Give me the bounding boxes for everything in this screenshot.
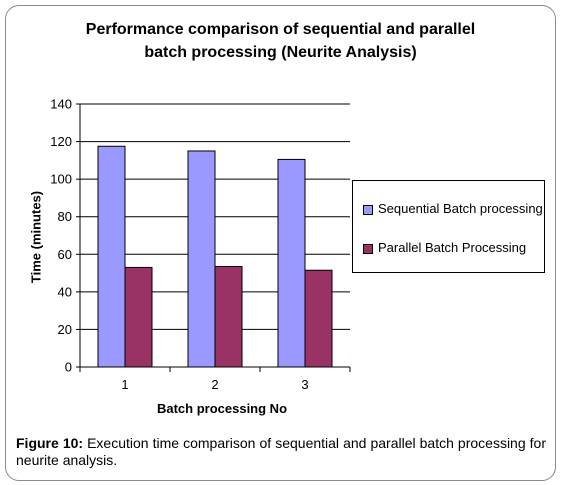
x-axis-label-text: Batch processing No: [156, 401, 288, 416]
caption-label: Figure 10:: [16, 435, 84, 451]
y-tick-label-80: 80: [58, 209, 72, 224]
x-tick-label-1: 1: [121, 377, 128, 392]
legend-swatch-sequential: [363, 205, 373, 215]
y-tick-label-140: 140: [50, 97, 72, 112]
caption-text: Execution time comparison of sequential …: [16, 435, 547, 468]
y-tick-label-0: 0: [65, 360, 72, 375]
chart-title-line-1: Performance comparison of sequential and…: [85, 21, 476, 38]
y-tick-label-120: 120: [50, 134, 72, 149]
y-tick-label-100: 100: [50, 172, 72, 187]
legend-swatch-parallel: [363, 244, 373, 254]
bar-sequential-1: [97, 145, 126, 368]
y-axis-label: Time (minutes): [28, 190, 44, 284]
bar-parallel-3: [304, 269, 333, 368]
y-tick-label-20: 20: [58, 322, 72, 337]
y-tick-label-40: 40: [58, 284, 72, 299]
bar-parallel-2: [214, 265, 243, 368]
x-tick-label-3: 3: [301, 377, 308, 392]
legend-label-parallel: Parallel Batch Processing: [378, 240, 527, 255]
legend-label-sequential: Sequential Batch processing: [378, 201, 543, 216]
x-tick-label-2: 2: [211, 377, 218, 392]
bar-sequential-3: [277, 158, 306, 368]
figure-caption: Figure 10: Execution time comparison of …: [16, 435, 546, 469]
chart-title: Performance comparison of sequential and…: [0, 18, 561, 64]
bar-sequential-2: [187, 150, 216, 368]
chart-title-line-2: batch processing (Neurite Analysis): [144, 44, 417, 61]
legend: Sequential Batch processing Parallel Bat…: [352, 180, 545, 273]
bar-parallel-1: [124, 266, 153, 368]
y-tick-label-60: 60: [58, 247, 72, 262]
